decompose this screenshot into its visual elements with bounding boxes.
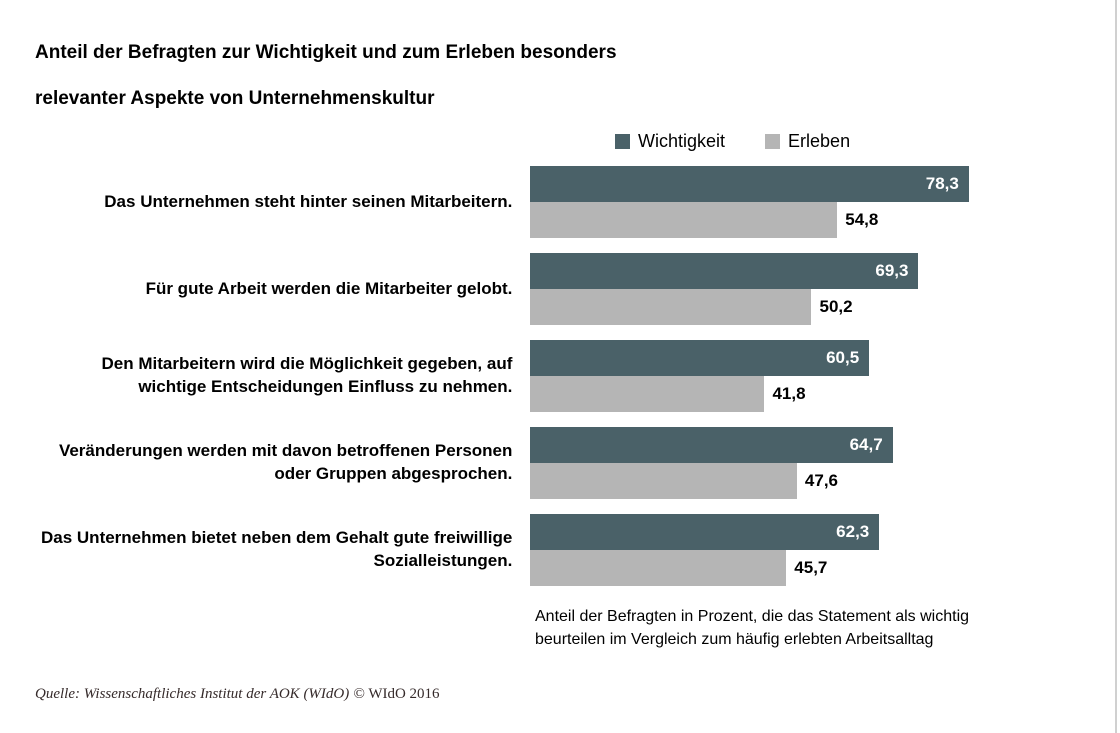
right-border-decoration	[1115, 0, 1117, 733]
bar-value-a: 64,7	[850, 435, 883, 455]
bar-group: 60,5 41,8	[530, 340, 1085, 412]
bar-erleben: 50,2	[530, 289, 811, 325]
bar-wichtigkeit: 69,3	[530, 253, 918, 289]
legend-label-b: Erleben	[788, 131, 850, 152]
bar-value-b: 50,2	[819, 297, 852, 317]
bar-erleben: 41,8	[530, 376, 764, 412]
caption-line-1: Anteil der Befragten in Prozent, die das…	[535, 608, 969, 625]
row-label: Das Unternehmen bietet neben dem Gehalt …	[35, 527, 530, 573]
bar-group: 69,3 50,2	[530, 253, 1085, 325]
legend-swatch-b	[765, 134, 780, 149]
legend-item-wichtigkeit: Wichtigkeit	[615, 131, 725, 152]
bar-wichtigkeit: 64,7	[530, 427, 892, 463]
bar-group: 78,3 54,8	[530, 166, 1085, 238]
source-copyright: © WIdO 2016	[353, 686, 439, 702]
bar-value-a: 60,5	[826, 348, 859, 368]
chart-row: Das Unternehmen steht hinter seinen Mita…	[35, 166, 1085, 238]
bar-value-b: 54,8	[845, 210, 878, 230]
row-label: Das Unternehmen steht hinter seinen Mita…	[35, 191, 530, 214]
bar-value-a: 62,3	[836, 522, 869, 542]
row-label: Für gute Arbeit werden die Mitarbeiter g…	[35, 278, 530, 301]
legend-swatch-a	[615, 134, 630, 149]
bar-wichtigkeit: 78,3	[530, 166, 968, 202]
chart-row: Das Unternehmen bietet neben dem Gehalt …	[35, 514, 1085, 586]
bar-erleben: 54,8	[530, 202, 837, 238]
chart-row: Den Mitarbeitern wird die Möglichkeit ge…	[35, 340, 1085, 412]
row-label: Veränderungen werden mit davon betroffen…	[35, 440, 530, 486]
bar-chart: Das Unternehmen steht hinter seinen Mita…	[35, 166, 1085, 586]
chart-row: Veränderungen werden mit davon betroffen…	[35, 427, 1085, 499]
bar-value-b: 47,6	[805, 471, 838, 491]
title-line-2: relevanter Aspekte von Unternehmenskultu…	[35, 88, 434, 109]
legend: Wichtigkeit Erleben	[35, 131, 1085, 152]
bar-group: 62,3 45,7	[530, 514, 1085, 586]
bar-erleben: 45,7	[530, 550, 786, 586]
source-citation: Quelle: Wissenschaftliches Institut der …	[35, 685, 440, 703]
bar-wichtigkeit: 62,3	[530, 514, 879, 550]
bar-group: 64,7 47,6	[530, 427, 1085, 499]
chart-row: Für gute Arbeit werden die Mitarbeiter g…	[35, 253, 1085, 325]
title-line-1: Anteil der Befragten zur Wichtigkeit und…	[35, 42, 617, 63]
bar-value-b: 41,8	[772, 384, 805, 404]
chart-title: Anteil der Befragten zur Wichtigkeit und…	[35, 30, 1085, 121]
chart-caption: Anteil der Befragten in Prozent, die das…	[35, 606, 1085, 651]
bar-value-a: 69,3	[875, 261, 908, 281]
source-text: Quelle: Wissenschaftliches Institut der …	[35, 686, 349, 702]
bar-wichtigkeit: 60,5	[530, 340, 869, 376]
caption-line-2: beurteilen im Vergleich zum häufig erleb…	[535, 631, 933, 648]
bar-value-b: 45,7	[794, 558, 827, 578]
bar-erleben: 47,6	[530, 463, 797, 499]
legend-item-erleben: Erleben	[765, 131, 850, 152]
row-label: Den Mitarbeitern wird die Möglichkeit ge…	[35, 353, 530, 399]
bar-value-a: 78,3	[926, 174, 959, 194]
legend-label-a: Wichtigkeit	[638, 131, 725, 152]
